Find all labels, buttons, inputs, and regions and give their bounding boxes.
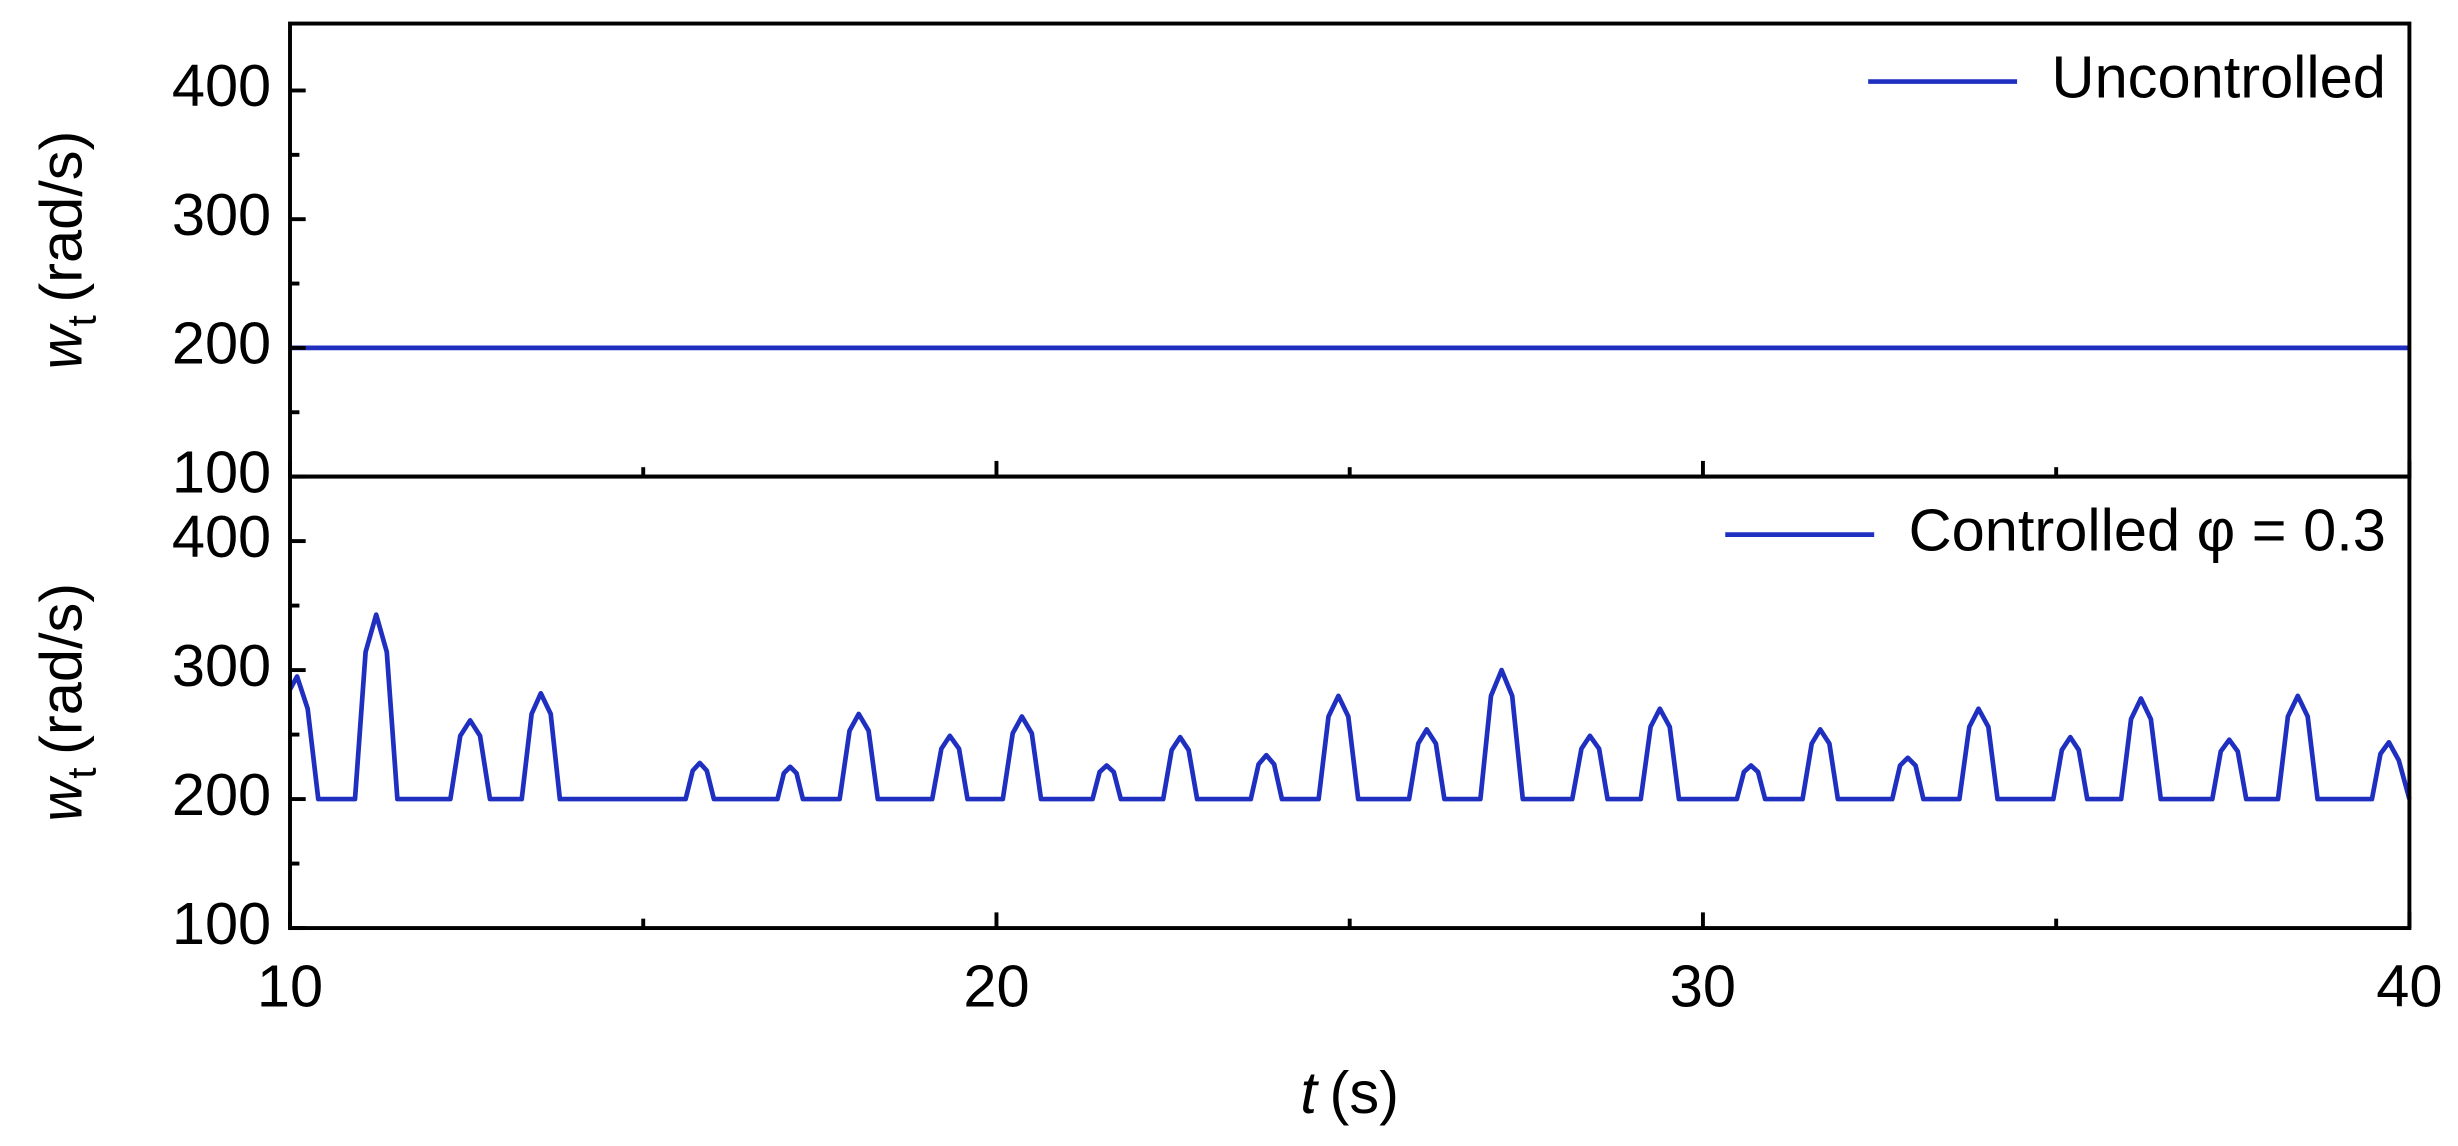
y-label-symbol: w (28, 323, 95, 370)
y-tick-label: 100 (172, 438, 271, 505)
x-axis-label: t (s) (1300, 1059, 1399, 1126)
y-tick-label: 200 (172, 310, 271, 377)
y-label-unit: (rad/s) (28, 131, 95, 303)
y-label-subscript: t (59, 315, 105, 327)
y-tick-label: 400 (172, 503, 271, 570)
legend-label: Uncontrolled (2052, 43, 2386, 110)
y-label-subscript: t (59, 767, 105, 779)
y-label-symbol: w (28, 775, 95, 822)
y-axis-label: wt (rad/s) (28, 583, 105, 822)
x-tick-label: 20 (963, 953, 1029, 1020)
y-tick-label: 100 (172, 890, 271, 957)
y-axis-label: wt (rad/s) (28, 131, 105, 370)
y-label-unit: (rad/s) (28, 583, 95, 755)
x-label-unit: (s) (1330, 1059, 1399, 1126)
x-tick-label: 30 (1670, 953, 1736, 1020)
x-label-symbol: t (1300, 1059, 1319, 1126)
x-tick-label: 10 (257, 953, 323, 1020)
legend-label: Controlled φ = 0.3 (1909, 496, 2386, 563)
y-tick-label: 200 (172, 761, 271, 828)
data-line (287, 612, 2412, 802)
y-tick-label: 300 (172, 181, 271, 248)
y-tick-label: 400 (172, 52, 271, 119)
y-tick-label: 300 (172, 632, 271, 699)
x-tick-label: 40 (2376, 953, 2442, 1020)
